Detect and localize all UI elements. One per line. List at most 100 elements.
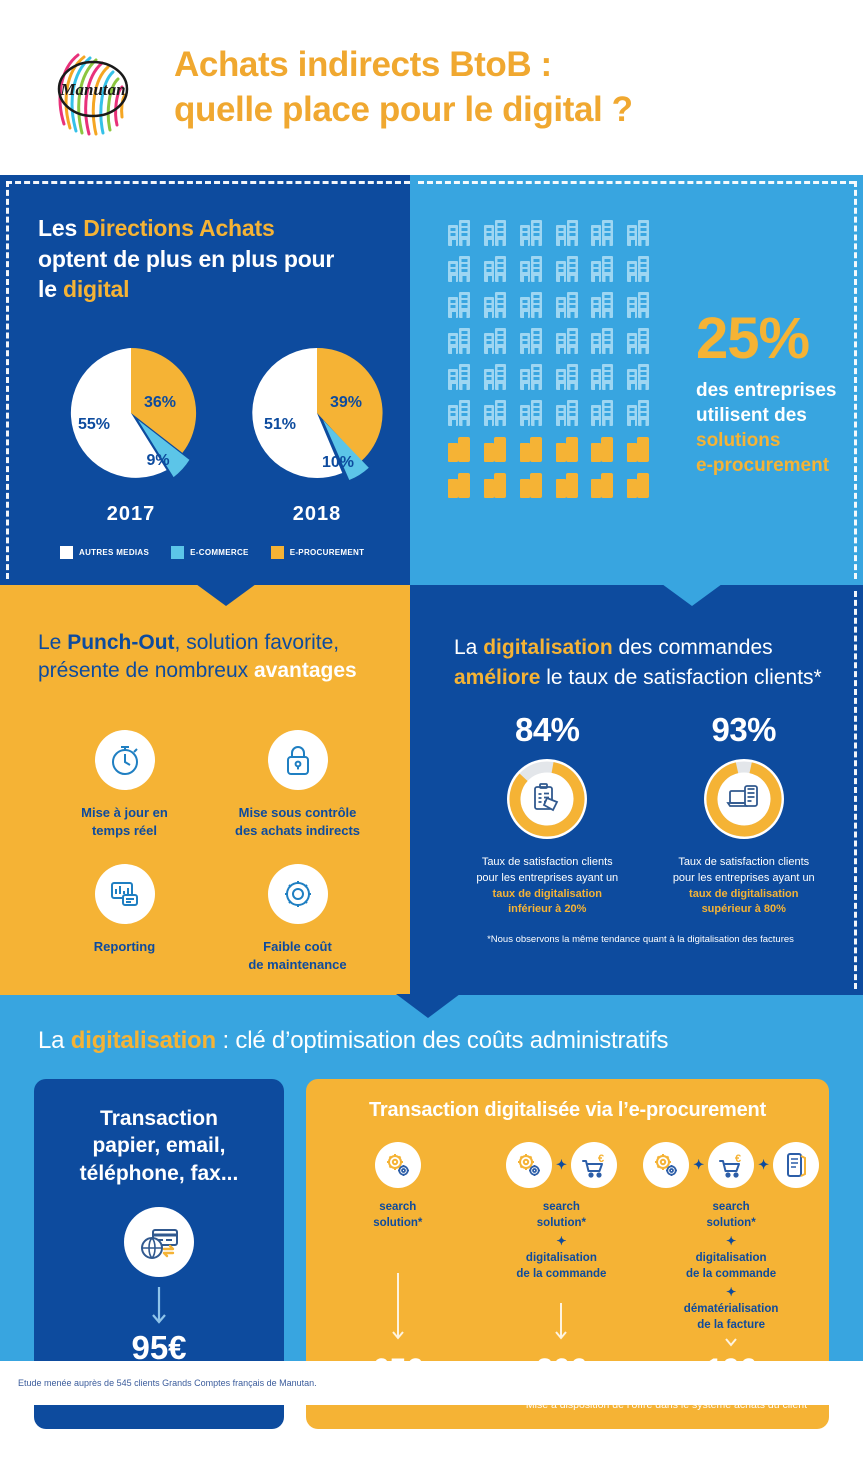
section-costs: La digitalisation : clé d’optimisation d… bbox=[0, 994, 863, 1430]
building-icon bbox=[627, 256, 650, 282]
costs-heading-c: : clé d’optimisation des coûts administr… bbox=[215, 1027, 669, 1054]
donut-93-percent: 93% bbox=[711, 710, 777, 748]
punchout-heading-a: Le bbox=[38, 631, 68, 654]
eproc-step-2-label-1: search solution* bbox=[536, 1201, 586, 1229]
legend-label-e-procurement: E-PROCUREMENT bbox=[289, 547, 365, 557]
building-icon-highlight bbox=[591, 437, 614, 462]
pie-legend: AUTRES MEDIAS E-COMMERCE E-PROCUREMENT bbox=[60, 545, 410, 559]
footer-text: Etude menée auprès de 545 clients Grands… bbox=[18, 1378, 317, 1388]
legend-item-autres-medias: AUTRES MEDIAS bbox=[60, 545, 149, 559]
donut-93: 93% Taux de satisfaction clients po bbox=[651, 711, 838, 919]
stat-25-line2: utilisent des bbox=[696, 405, 807, 427]
building-icon bbox=[519, 364, 542, 390]
pies-heading-3a: le bbox=[38, 276, 63, 303]
advantage-item-realtime: Mise à jour en temps réel bbox=[38, 729, 211, 840]
cart-euro-icon: € bbox=[708, 1142, 755, 1188]
card-globe-exchange-icon bbox=[124, 1206, 194, 1277]
punchout-heading-e: avantages bbox=[253, 659, 357, 683]
advantage-item-control: Mise sous contrôle des achats indirects bbox=[211, 729, 384, 840]
digitalisation-footnote: *Nous observons la même tendance quant à… bbox=[487, 934, 794, 946]
pie-chart-group: 36% 55% 9% 2017 39% 51% 10% 2018 bbox=[56, 341, 410, 526]
pie-chart-2017: 36% 55% 9% 2017 bbox=[56, 341, 206, 526]
pie-2017-label-autres: 55% bbox=[78, 416, 110, 433]
building-icon bbox=[627, 364, 650, 390]
punchout-heading-b: Punch-Out bbox=[67, 631, 175, 654]
building-icon bbox=[483, 220, 506, 246]
building-icon bbox=[591, 292, 614, 318]
digitalisation-heading: La digitalisation des commandes améliore… bbox=[454, 633, 837, 693]
plus-separator: ✦ bbox=[726, 1234, 737, 1249]
building-icon-highlight bbox=[519, 437, 542, 462]
svg-text:€: € bbox=[598, 1153, 604, 1165]
building-icon bbox=[483, 292, 506, 318]
building-pictogram-grid bbox=[444, 215, 654, 499]
stat-25-description: des entreprises utilisent des solutions … bbox=[696, 378, 836, 478]
reporting-icon bbox=[94, 864, 155, 925]
legend-swatch-e-procurement bbox=[270, 545, 284, 559]
building-icon bbox=[555, 292, 578, 318]
building-icon bbox=[591, 400, 614, 426]
building-icon bbox=[627, 220, 650, 246]
computer-mobile-icon bbox=[726, 784, 758, 807]
pie-2018-label-eproc: 39% bbox=[330, 394, 362, 411]
advantage-label-reporting: Reporting bbox=[93, 939, 156, 955]
building-icon-highlight bbox=[627, 473, 650, 498]
pies-heading-3b: digital bbox=[62, 276, 130, 303]
building-icon bbox=[591, 256, 614, 282]
legend-swatch-e-commerce bbox=[171, 545, 185, 559]
lock-icon bbox=[267, 729, 328, 790]
building-icon bbox=[627, 292, 650, 318]
advantage-label-control: Mise sous contrôle des achats indirects bbox=[235, 804, 360, 838]
building-icon bbox=[519, 256, 542, 282]
panel-punch-out: Le Punch-Out, solution favorite, présent… bbox=[0, 584, 432, 995]
building-icon-highlight bbox=[627, 437, 650, 462]
punchout-heading-d: présente de nombreux bbox=[38, 659, 254, 683]
notch-arrow-down-blue-3 bbox=[396, 994, 460, 1018]
building-icon bbox=[591, 220, 614, 246]
page-title-line2: quelle place pour le digital ? bbox=[174, 89, 633, 129]
pie-2017-label-ecom: 9% bbox=[146, 452, 169, 469]
eproc-step-2-label-2: digitalisation de la commande bbox=[516, 1252, 607, 1280]
gears-icon bbox=[643, 1142, 690, 1188]
panel-digitalisation: La digitalisation des commandes améliore… bbox=[410, 584, 863, 995]
eproc-step-1: search solution* 65€ bbox=[316, 1142, 480, 1387]
plus-separator: ✦ bbox=[556, 1234, 567, 1249]
pie-2017-year: 2017 bbox=[106, 502, 156, 525]
building-icon bbox=[483, 400, 506, 426]
advantage-item-maintenance: Faible coût de maintenance bbox=[211, 864, 384, 974]
down-arrow-icon bbox=[555, 1303, 568, 1340]
eproc-step-3-label-2: digitalisation de la commande bbox=[686, 1252, 777, 1280]
stat-25-line4: e-procurement bbox=[696, 455, 830, 477]
stopwatch-icon bbox=[94, 729, 155, 790]
card-paper-title: Transaction papier, email, téléphone, fa… bbox=[79, 1107, 239, 1185]
building-icon bbox=[555, 400, 578, 426]
advantage-label-maintenance: Faible coût de maintenance bbox=[248, 939, 347, 973]
legend-label-e-commerce: E-COMMERCE bbox=[190, 547, 249, 557]
building-icon bbox=[519, 328, 542, 354]
donut-84-caption: Taux de satisfaction clients pour les en… bbox=[476, 855, 619, 916]
manutan-logo: Manutan bbox=[34, 29, 152, 147]
building-icon bbox=[519, 292, 542, 318]
building-icon bbox=[591, 364, 614, 390]
digi-heading-b: digitalisation bbox=[483, 636, 613, 659]
page-header: Manutan Achats indirects BtoB : quelle p… bbox=[0, 0, 863, 175]
page-footer: Etude menée auprès de 545 clients Grands… bbox=[0, 1361, 863, 1405]
eproc-step-1-icons bbox=[374, 1142, 421, 1188]
building-icon-highlight bbox=[591, 473, 614, 498]
section-punchout-and-digitalisation: Le Punch-Out, solution favorite, présent… bbox=[0, 584, 863, 995]
page-title: Achats indirects BtoB : quelle place pou… bbox=[174, 43, 633, 131]
pie-2017-label-eproc: 36% bbox=[144, 394, 176, 411]
digi-heading-e: le taux de satisfaction clients* bbox=[540, 665, 822, 689]
building-icon-highlight bbox=[555, 473, 578, 498]
plus-icon: ✦ bbox=[693, 1157, 705, 1172]
notch-arrow-down-lightblue bbox=[662, 584, 722, 606]
building-icon bbox=[448, 220, 470, 246]
gears-icon bbox=[374, 1142, 421, 1188]
plus-icon: ✦ bbox=[758, 1157, 769, 1172]
pie-2018-label-autres: 51% bbox=[264, 416, 296, 433]
invoice-mobile-icon bbox=[773, 1142, 819, 1188]
building-icon bbox=[448, 256, 470, 282]
building-icon bbox=[555, 220, 578, 246]
building-icon-highlight bbox=[519, 473, 542, 498]
stat-25-line3: solutions bbox=[696, 430, 781, 452]
